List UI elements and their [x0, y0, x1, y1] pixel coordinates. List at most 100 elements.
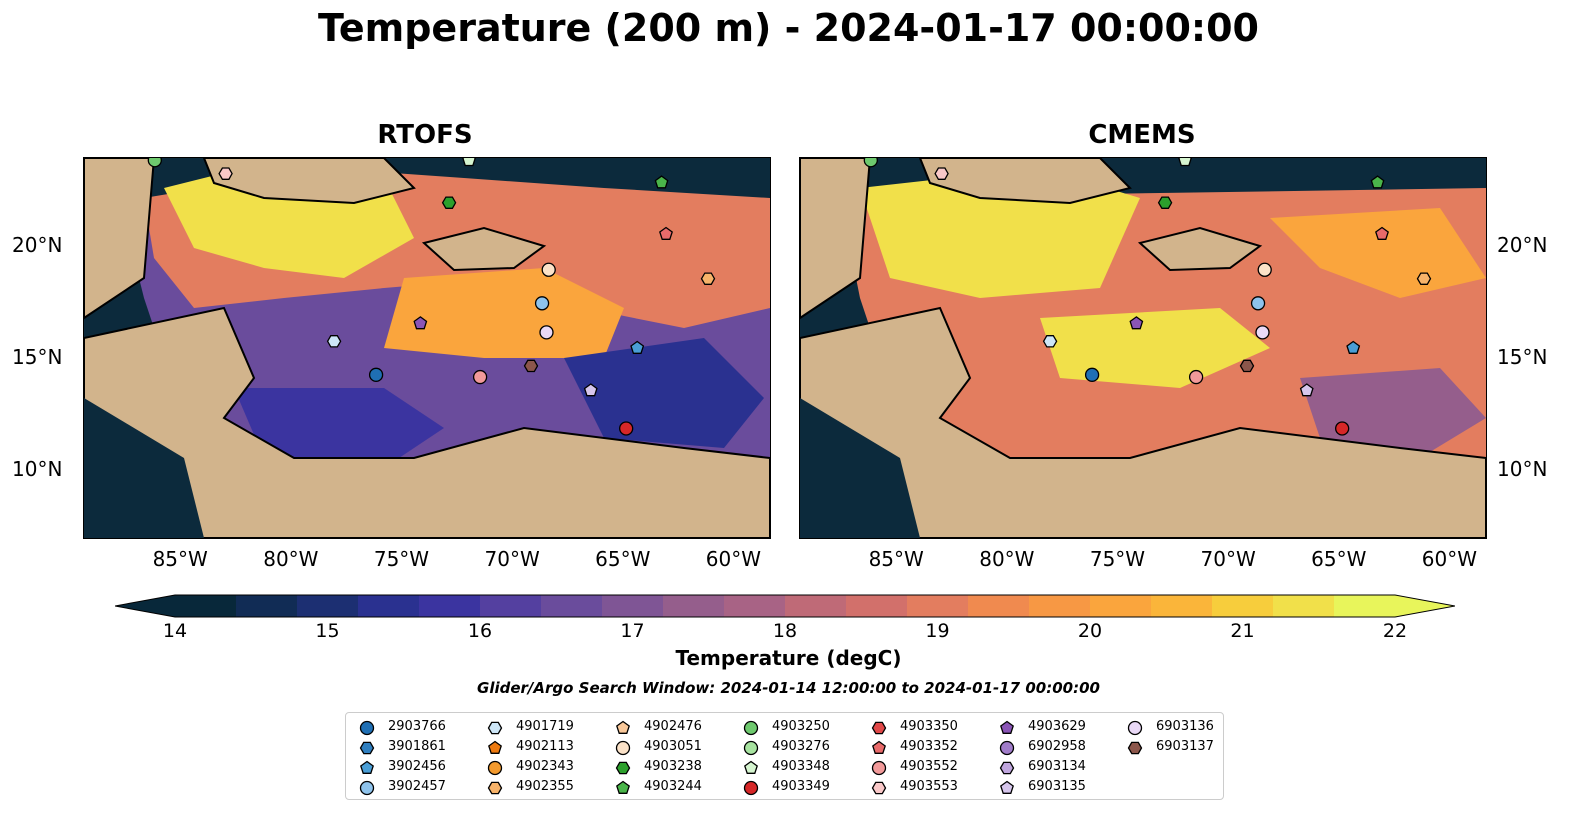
lon-tick-label: 85°W	[152, 547, 208, 571]
circle-marker-icon	[743, 740, 759, 756]
temperature-field-hot-central	[1040, 308, 1270, 388]
float-legend: 2903766 3901861 3902456 3902457 4901719 49021…	[345, 712, 1224, 800]
legend-label: 4903553	[900, 779, 958, 794]
lat-tick-label: 20°N	[1497, 233, 1548, 258]
colorbar-segment	[1212, 595, 1274, 617]
colorbar-segment	[785, 595, 847, 617]
legend-label: 4902355	[516, 779, 574, 794]
colorbar-segment	[175, 595, 237, 617]
yucatan-land	[800, 158, 872, 320]
circle-marker-icon	[359, 720, 375, 736]
lat-tick-label: 15°N	[12, 345, 63, 370]
float-marker-4903250	[147, 158, 162, 168]
colorbar-segment	[846, 595, 908, 617]
colorbar-segment	[419, 595, 481, 617]
legend-label: 3902456	[388, 759, 446, 774]
yucatan-land	[84, 158, 156, 320]
float-marker-4903238	[1157, 196, 1173, 209]
panel-title-rtofs: RTOFS	[377, 120, 473, 150]
float-marker-6903136	[539, 325, 554, 340]
legend-label: 4903552	[900, 759, 958, 774]
colorbar-segment	[663, 595, 725, 617]
pentagon-marker-icon	[360, 760, 374, 774]
float-marker-4903629	[413, 316, 428, 330]
legend-label: 4903629	[1028, 719, 1086, 734]
float-marker-2903766	[368, 367, 384, 382]
float-marker-4903352	[1375, 226, 1389, 240]
float-marker-2903766	[1084, 367, 1100, 382]
temperature-field-central	[384, 268, 624, 358]
legend-label: 6902958	[1028, 739, 1086, 754]
hexagon-marker-icon	[359, 741, 375, 755]
colorbar-segment	[907, 595, 969, 617]
colorbar-segment	[236, 595, 298, 617]
hexagon-marker-icon	[871, 721, 887, 735]
lat-tick-label: 10°N	[1497, 456, 1548, 481]
float-marker-6903135	[583, 383, 598, 397]
colorbar-outline	[115, 594, 1455, 618]
legend-label: 4903250	[772, 719, 830, 734]
float-marker-4903552	[1188, 369, 1204, 385]
lat-tick-label: 15°N	[1497, 345, 1548, 370]
float-marker-6903136	[1255, 325, 1270, 340]
float-marker-4903238	[441, 196, 457, 209]
float-markers-rtofs	[147, 158, 716, 436]
lat-tick-label: 20°N	[12, 233, 63, 258]
panel-title-cmems: CMEMS	[1088, 120, 1196, 150]
float-marker-4903352	[659, 226, 673, 240]
temperature-field-cool-east	[1300, 368, 1486, 458]
circle-marker-icon	[1127, 720, 1143, 736]
float-marker-6903137	[523, 359, 539, 373]
legend-label: 4903276	[772, 739, 830, 754]
circle-marker-icon	[615, 740, 631, 756]
colorbar-tick-label: 17	[620, 620, 645, 642]
float-marker-4902355	[700, 272, 716, 285]
legend-label: 3902457	[388, 779, 446, 794]
float-marker-4901719	[1042, 335, 1058, 348]
colorbar-segment	[480, 595, 542, 617]
pacific-ocean	[84, 398, 204, 538]
map-canvas-cmems	[800, 158, 1486, 538]
central-south-america-land	[800, 306, 1486, 538]
circle-marker-icon	[743, 780, 759, 796]
lon-tick-label: 85°W	[868, 547, 924, 571]
temperature-field-warm-ne	[1270, 208, 1486, 298]
lon-tick-label: 70°W	[1200, 547, 1256, 571]
legend-label: 4901719	[516, 719, 574, 734]
lon-tick-label: 65°W	[595, 547, 651, 571]
colorbar-extend-min	[115, 595, 175, 617]
float-marker-3902457	[1250, 296, 1266, 311]
hexagon-marker-icon	[871, 781, 887, 795]
hispaniola-land	[421, 226, 547, 272]
colorbar-segment	[1090, 595, 1152, 617]
float-marker-4903348	[1178, 158, 1192, 167]
legend-label: 6903134	[1028, 759, 1086, 774]
pentagon-marker-icon	[616, 720, 630, 734]
legend-label: 6903136	[1156, 719, 1214, 734]
lat-tick-label: 10°N	[12, 456, 63, 481]
legend-label: 4903244	[644, 779, 702, 794]
colorbar-segment	[724, 595, 786, 617]
pentagon-marker-icon	[1000, 780, 1014, 794]
float-marker-4903552	[472, 369, 488, 385]
colorbar-tick-label: 14	[162, 620, 188, 642]
pentagon-marker-icon	[1000, 720, 1014, 734]
hexagon-marker-icon	[999, 761, 1015, 775]
circle-marker-icon	[487, 760, 503, 776]
legend-label: 6903137	[1156, 739, 1214, 754]
pentagon-marker-icon	[872, 740, 886, 754]
colorbar-tick-label: 18	[772, 620, 798, 642]
legend-label: 4903051	[644, 739, 702, 754]
temperature-field-cool-east	[564, 338, 764, 448]
temperature-field-cool-south	[234, 388, 444, 468]
colorbar-segment	[968, 595, 1030, 617]
pentagon-marker-icon	[744, 760, 758, 774]
legend-label: 4903349	[772, 779, 830, 794]
float-marker-4903051	[541, 262, 556, 277]
float-marker-4903349	[1335, 421, 1350, 436]
colorbar-segment	[1029, 595, 1091, 617]
hexagon-marker-icon	[1127, 741, 1143, 755]
colorbar-tick-label: 16	[467, 620, 493, 642]
float-marker-3902456	[1346, 340, 1361, 354]
map-panel-rtofs	[83, 157, 771, 539]
